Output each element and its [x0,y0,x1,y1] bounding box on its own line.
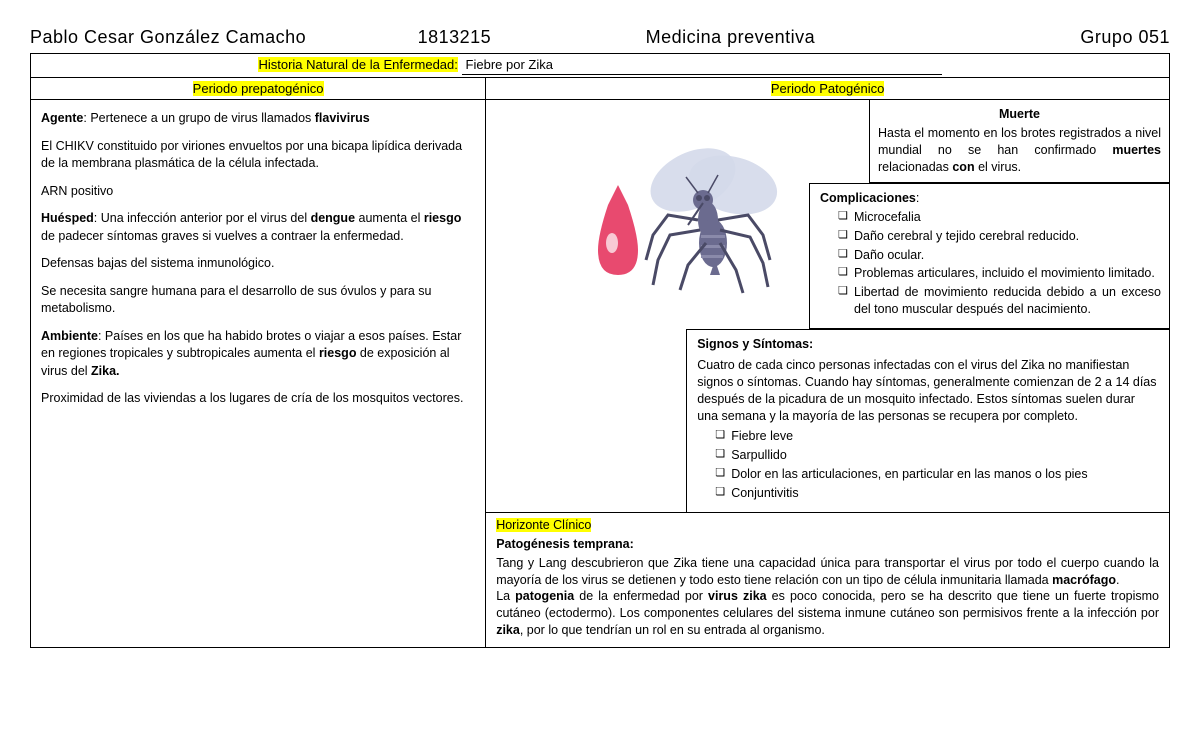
patogenic-column: Muerte Hasta el momento en los brotes re… [486,100,1169,647]
list-item: Conjuntivitis [715,485,1159,502]
patogenesis-p1: Tang y Lang descubrieron que Zika tiene … [496,555,1159,589]
muerte-box: Muerte Hasta el momento en los brotes re… [869,100,1169,183]
complicaciones-box: Complicaciones: Microcefalia Daño cerebr… [809,183,1169,329]
period-prepatogenic: Periodo prepatogénico [31,78,486,100]
agente-paragraph: Agente: Pertenece a un grupo de virus ll… [41,110,477,128]
complicaciones-title: Complicaciones: [820,191,919,205]
horizonte-label: Horizonte Clínico [496,518,591,532]
course-name: Medicina preventiva [646,25,1034,49]
list-item: Daño cerebral y tejido cerebral reducido… [838,228,1161,245]
list-item: Fiebre leve [715,428,1159,445]
huesped-paragraph: Huésped: Una infección anterior por el v… [41,210,477,245]
mosquito-icon [568,125,788,305]
document-frame: Historia Natural de la Enfermedad: Fiebr… [30,53,1170,648]
prepatogenic-column: Agente: Pertenece a un grupo de virus ll… [31,100,486,647]
patogenesis-subtitle: Patogénesis temprana: [496,536,1159,553]
list-item: Problemas articulares, incluido el movim… [838,265,1161,282]
complicaciones-list: Microcefalia Daño cerebral y tejido cere… [820,209,1161,318]
defensas-paragraph: Defensas bajas del sistema inmunológico. [41,255,477,273]
list-item: Microcefalia [838,209,1161,226]
group-label: Grupo 051 [1033,25,1170,49]
page-header: Pablo Cesar González Camacho 1813215 Med… [30,25,1170,49]
muerte-title: Muerte [878,106,1161,123]
list-item: Dolor en las articulaciones, en particul… [715,466,1159,483]
signos-list: Fiebre leve Sarpullido Dolor en las arti… [697,428,1159,502]
horizonte-box: Horizonte Clínico Patogénesis temprana: … [486,512,1169,647]
sangre-paragraph: Se necesita sangre humana para el desarr… [41,283,477,318]
period-patogenic: Periodo Patogénico [486,78,1169,100]
arn-paragraph: ARN positivo [41,183,477,201]
disease-name: Fiebre por Zika [462,56,942,75]
patogenesis-p2: La patogenia de la enfermedad por virus … [496,588,1159,639]
ambiente-paragraph: Ambiente: Países en los que ha habido br… [41,328,477,381]
proximidad-paragraph: Proximidad de las viviendas a los lugare… [41,390,477,408]
period-row: Periodo prepatogénico Periodo Patogénico [31,78,1169,101]
list-item: Sarpullido [715,447,1159,464]
list-item: Daño ocular. [838,247,1161,264]
title-row: Historia Natural de la Enfermedad: Fiebr… [31,54,1169,78]
signos-title: Signos y Síntomas: [697,337,813,351]
student-id: 1813215 [418,25,646,49]
signos-box: Signos y Síntomas: Cuatro de cada cinco … [686,329,1169,512]
title-label: Historia Natural de la Enfermedad: [258,57,457,72]
chikv-paragraph: El CHIKV constituido por viriones envuel… [41,138,477,173]
student-name: Pablo Cesar González Camacho [30,25,418,49]
list-item: Libertad de movimiento reducida debido a… [838,284,1161,318]
signos-intro: Cuatro de cada cinco personas infectadas… [697,357,1159,425]
